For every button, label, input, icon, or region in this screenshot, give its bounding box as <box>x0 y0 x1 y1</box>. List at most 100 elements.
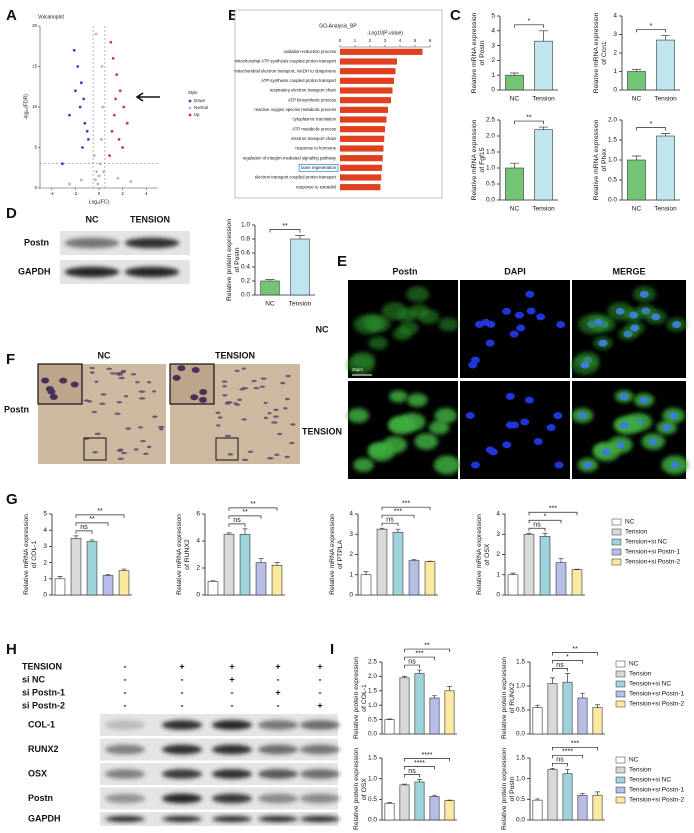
comparison-label: ns <box>233 517 241 524</box>
scale-label: 20μm <box>352 367 363 372</box>
error-bar <box>242 528 248 535</box>
y-tick-label: 1.5 <box>368 755 377 762</box>
stained-cell <box>241 418 248 421</box>
bar <box>260 280 280 296</box>
significance-bracket <box>552 668 568 672</box>
category-label: respiratory electron transport chain <box>270 88 337 93</box>
point <box>116 176 120 180</box>
stained-cell <box>224 434 232 438</box>
panel-label: G <box>6 491 18 508</box>
stained-cell <box>138 426 143 429</box>
column-label: DAPI <box>504 266 526 276</box>
point <box>121 146 124 149</box>
condition-sign: - <box>231 700 234 710</box>
cell-cytoplasm <box>346 355 375 375</box>
point <box>122 105 126 109</box>
y-axis-label: Relative protein expression <box>501 748 508 830</box>
bar <box>207 581 219 596</box>
legend-marker <box>188 99 192 103</box>
condition-sign: + <box>317 661 322 671</box>
stained-cell <box>143 452 149 456</box>
error-bar <box>402 676 407 678</box>
blot-band <box>300 815 340 823</box>
stained-cell <box>283 407 288 410</box>
bar <box>627 71 646 91</box>
significance-label: * <box>528 18 531 25</box>
panel-label: F <box>6 351 15 368</box>
error-bar <box>121 568 127 571</box>
cell-nucleus <box>577 412 587 420</box>
row-label: Postn <box>28 793 53 803</box>
point <box>82 97 86 101</box>
point <box>112 113 116 117</box>
y-tick-label: 0.0 <box>608 197 617 204</box>
x-tick-label: 5 <box>414 38 417 43</box>
error-bar <box>417 779 422 782</box>
panel-label: I <box>330 641 334 658</box>
column-label: TENSION <box>215 350 255 360</box>
cell-nucleus <box>505 421 515 429</box>
category-label: cytoplasmic translation <box>293 117 337 122</box>
x-tick-label: NC <box>265 301 275 308</box>
stained-cell <box>146 445 152 449</box>
stained-cell <box>125 427 131 430</box>
cell-nucleus <box>502 441 512 449</box>
significance-bracket <box>228 515 262 519</box>
cell-nucleus <box>533 438 543 446</box>
legend-swatch <box>611 518 622 526</box>
blot-band <box>258 793 298 804</box>
stained-cell <box>267 411 272 415</box>
comparison-label: ns <box>386 517 394 524</box>
comparison-label: ns <box>556 757 564 764</box>
blot-band <box>105 769 145 779</box>
y-tick-label: 0 <box>349 592 353 599</box>
significance-bracket <box>269 229 301 233</box>
inset-cell <box>47 388 56 395</box>
y-axis-label: of OSX <box>361 778 368 800</box>
cell-nucleus <box>536 313 546 321</box>
inset-cell <box>177 365 186 372</box>
y-tick-label: 2.0 <box>486 133 495 140</box>
condition-sign: + <box>229 661 234 671</box>
y-tick-label: 1 <box>491 72 495 79</box>
bar <box>592 794 603 821</box>
y-tick-label: 1.0 <box>368 702 377 709</box>
cell-nucleus <box>520 418 530 426</box>
cell-nucleus <box>505 392 515 400</box>
error-bar <box>210 580 216 582</box>
y-tick-label: 1.5 <box>516 659 525 666</box>
y-tick-label: 1.0 <box>368 775 377 782</box>
error-bar <box>565 673 570 683</box>
error-bar <box>550 677 555 684</box>
y-tick-label: 1.0 <box>608 157 617 164</box>
bar <box>340 87 393 94</box>
cell-nucleus <box>502 307 512 315</box>
error-bar <box>539 126 548 130</box>
roi-box <box>83 437 107 461</box>
cell-cytoplasm <box>389 390 408 403</box>
point <box>94 32 98 36</box>
y-axis-label: Relative mRNA expression <box>471 12 478 93</box>
y-tick-label: 1 <box>43 576 47 583</box>
x-axis-label: Log₂(FC) <box>89 199 110 205</box>
significance-bracket <box>75 514 125 518</box>
stained-cell <box>100 393 107 396</box>
stained-cell <box>277 432 283 436</box>
highlight-box <box>298 163 339 172</box>
stained-cell <box>94 432 101 436</box>
y-tick-label: 0.0 <box>368 731 377 738</box>
blot-band <box>162 720 202 730</box>
condition-sign: - <box>181 700 184 710</box>
cell-cytoplasm <box>397 308 418 322</box>
y-tick-label: 0.0 <box>516 731 525 738</box>
inset-cell <box>49 394 58 401</box>
legend-label: NC <box>625 519 635 526</box>
cell-nucleus <box>639 396 649 404</box>
error-bar <box>89 539 95 542</box>
blot-band <box>105 744 145 755</box>
y-axis-label: Relative mRNA expression <box>593 12 600 93</box>
point <box>129 180 133 183</box>
x-tick-label: NC <box>632 96 642 103</box>
x-tick-label: 4 <box>145 191 148 196</box>
point <box>125 121 129 125</box>
